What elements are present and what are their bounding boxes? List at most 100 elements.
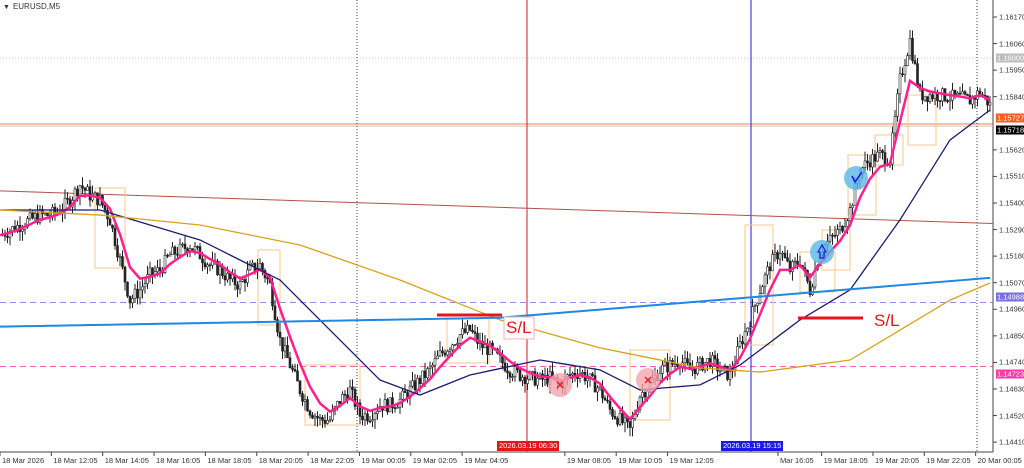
candle-body <box>431 364 434 368</box>
candle-body <box>511 376 514 378</box>
candle-body <box>208 264 212 267</box>
candle-body <box>743 331 747 345</box>
candle-body <box>133 288 137 299</box>
candle-body <box>423 370 427 378</box>
candle-body <box>411 380 414 387</box>
x-tick-label: 19 Mar 18:05 <box>823 456 868 465</box>
candle-body <box>421 370 424 384</box>
higher-timeframe-box <box>94 187 126 269</box>
candle-body <box>718 370 722 373</box>
candle-body <box>33 213 37 219</box>
signal-buy-arrow-marker <box>810 240 834 264</box>
dropdown-triangle-icon[interactable]: ▼ <box>3 4 10 11</box>
candle-body <box>956 92 959 95</box>
x-tick-label: 20 Mar 00:05 <box>977 456 1022 465</box>
candle-body <box>171 246 174 255</box>
candle-body <box>276 319 279 333</box>
candle-body <box>531 371 534 373</box>
candle-body <box>903 65 907 75</box>
candle-body <box>851 205 854 208</box>
candle-body <box>713 355 717 360</box>
y-tick-label: 1.15180 <box>999 251 1024 261</box>
candle-body <box>151 267 154 275</box>
candle-body <box>968 95 972 105</box>
candle-body <box>361 416 364 421</box>
candle-body <box>278 331 282 338</box>
candle-body <box>521 376 524 381</box>
candle-body <box>953 89 957 95</box>
y-tick-label: 1.14520 <box>999 411 1024 421</box>
candle-body <box>193 246 197 251</box>
x-tick-label: 19 Mar 08:05 <box>566 456 612 465</box>
candle-body <box>898 73 902 95</box>
candle-body <box>128 295 132 304</box>
candle-body <box>571 372 574 376</box>
candle-body <box>303 399 307 402</box>
candle-body <box>623 417 627 424</box>
candle-body <box>711 355 714 367</box>
candle-body <box>881 150 884 153</box>
candle-body <box>518 369 522 381</box>
candle-body <box>793 260 797 263</box>
candle-body <box>751 306 754 328</box>
candle-body <box>223 275 227 281</box>
stop-loss-label-box <box>503 316 535 340</box>
candle-body <box>108 218 112 226</box>
candle-body <box>946 100 949 102</box>
x-tick-label: 19 Mar 04:05 <box>464 456 509 465</box>
candle-body <box>178 243 182 256</box>
y-tick-label: 1.15400 <box>999 198 1024 208</box>
candle-body <box>136 288 139 299</box>
y-tick-label: 1.14960 <box>999 304 1024 314</box>
candle-body <box>376 410 379 414</box>
candle-body <box>448 349 452 352</box>
candle-body <box>93 192 97 195</box>
x-tick-label: 19 Mar 00:05 <box>361 456 406 465</box>
x-mark-icon <box>644 376 652 384</box>
candle-body <box>111 224 114 229</box>
candle-body <box>461 328 464 336</box>
candle-body <box>896 93 899 117</box>
higher-timeframe-box <box>874 134 904 166</box>
candle-body <box>781 252 784 255</box>
candle-body <box>43 212 47 215</box>
price-level-label: 1.14988 <box>996 292 1024 301</box>
candle-body <box>833 234 837 237</box>
candle-body <box>251 262 254 265</box>
candle-body <box>606 399 609 402</box>
candle-body <box>568 374 572 376</box>
candle-body <box>226 273 229 281</box>
candle-body <box>313 415 317 419</box>
candle-body <box>106 209 109 220</box>
candle-body <box>438 350 442 357</box>
candle-body <box>433 358 437 366</box>
candle-body <box>191 248 194 251</box>
candle-body <box>768 266 772 272</box>
x-mark-icon <box>556 381 564 389</box>
candle-body <box>908 38 912 56</box>
y-tick-label: 1.16170 <box>999 12 1024 22</box>
y-tick-label: 1.16060 <box>999 39 1024 49</box>
y-tick-label: 1.14630 <box>999 384 1024 394</box>
candle-body <box>451 344 454 351</box>
signal-check-marker <box>844 166 868 190</box>
y-tick-label: 1.15510 <box>999 171 1024 181</box>
candle-body <box>693 368 697 374</box>
y-tick-label: 1.15620 <box>999 145 1024 155</box>
symbol-label[interactable]: ▼ EURUSD,M5 <box>3 2 61 11</box>
candle-body <box>148 267 152 275</box>
candle-body <box>76 188 79 197</box>
candle-body <box>771 254 774 272</box>
candle-body <box>846 220 849 227</box>
candle-body <box>923 96 927 101</box>
candle-body <box>441 350 444 354</box>
candle-body <box>168 254 172 257</box>
candle-body <box>78 185 82 197</box>
candle-body <box>906 55 909 66</box>
candle-body <box>643 391 647 398</box>
price-level-label: 1.16000 <box>996 53 1024 63</box>
candle-body <box>988 101 992 106</box>
candle-body <box>366 413 369 422</box>
indicator-ma-long <box>0 276 991 328</box>
